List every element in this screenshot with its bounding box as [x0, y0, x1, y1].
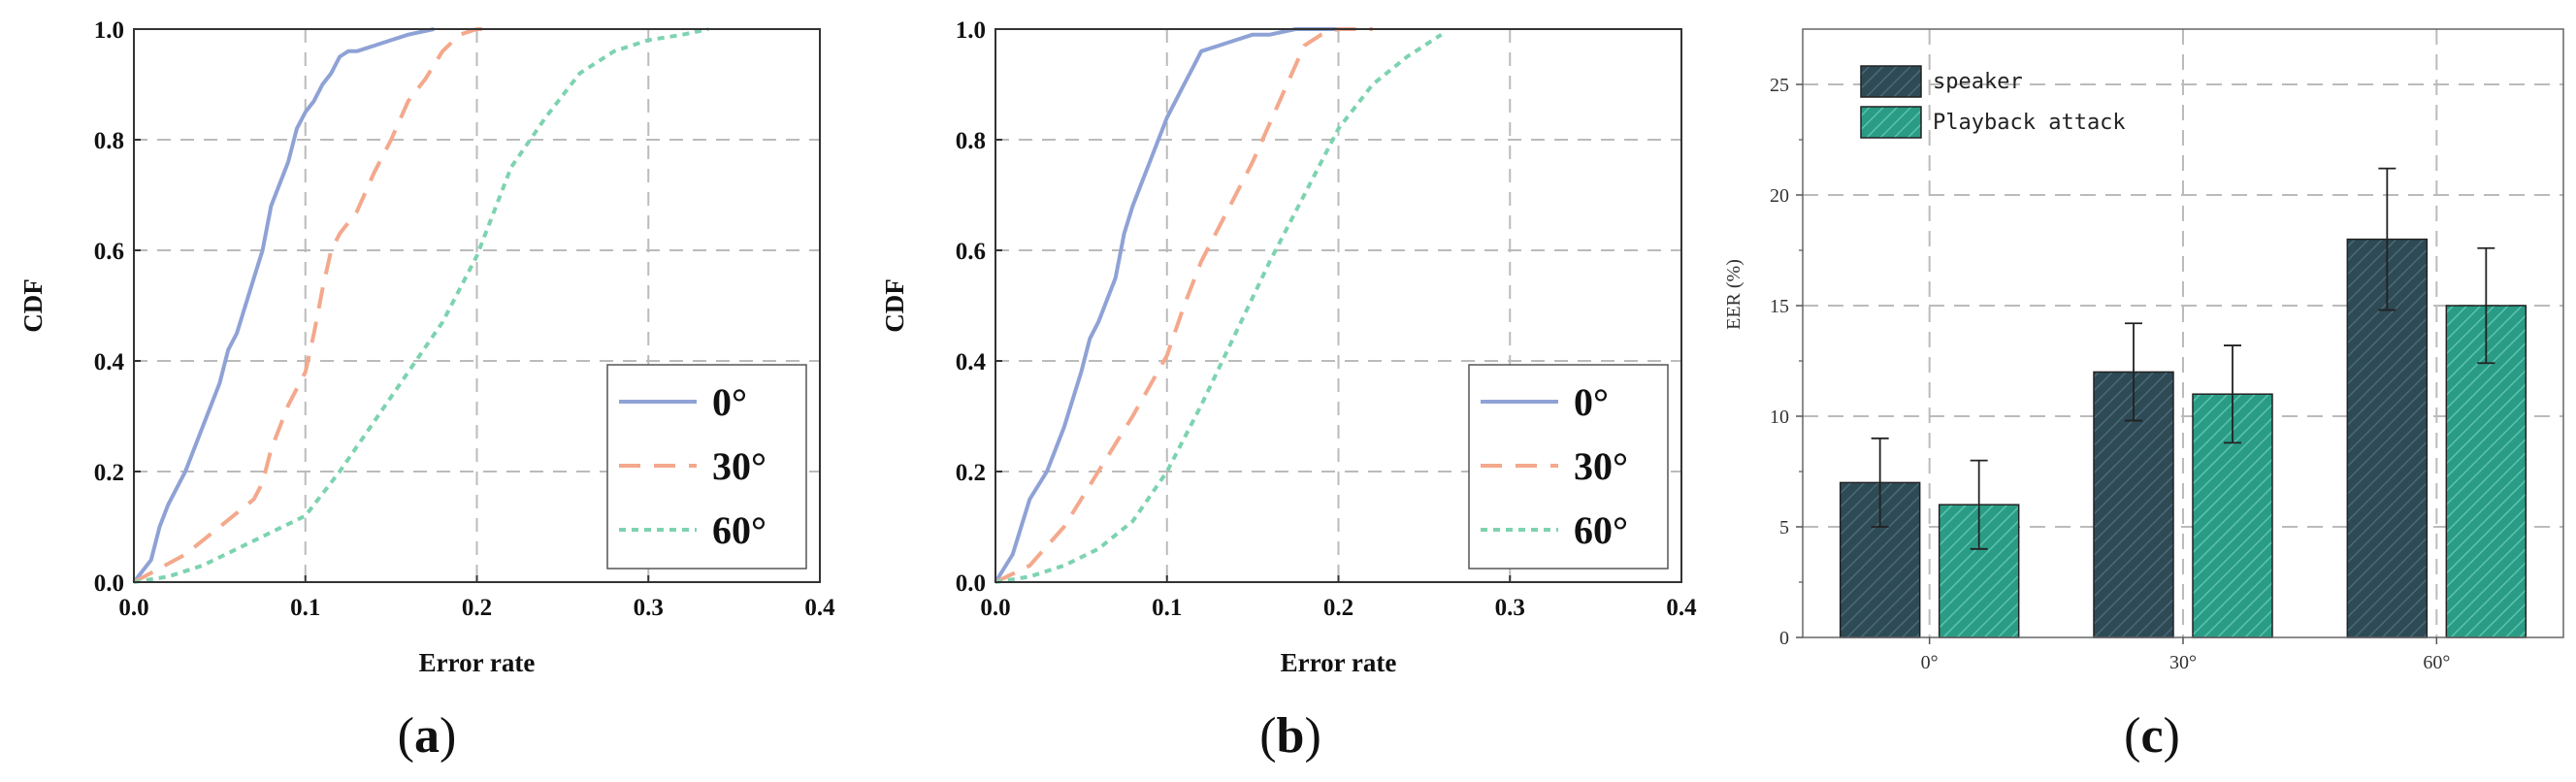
legend-label: 0° [712, 380, 747, 424]
legend-label: Playback attack [1933, 111, 2126, 135]
legend-label: 30° [1574, 444, 1628, 488]
y-axis-label: CDF [880, 278, 909, 333]
y-tick-label: 25 [1770, 75, 1789, 96]
panel-caption: (a) [398, 708, 457, 764]
y-tick-label: 0.0 [94, 570, 124, 597]
legend-label: speaker [1933, 70, 2023, 94]
x-tick-label: 0° [1921, 652, 1939, 673]
y-tick-label: 10 [1770, 407, 1789, 428]
x-tick-label: 0.3 [634, 595, 664, 621]
series-lines [132, 27, 709, 584]
x-tick-label: 0.4 [1666, 595, 1697, 621]
y-tick-label: 0.4 [956, 349, 987, 375]
axis-ticks: 0.0 0.1 0.2 0.3 0.4 0.0 0.2 0.4 0.6 0.8 1.0 [94, 17, 835, 621]
bar-chart-panel-c: 0 5 10 15 20 25 0° 30° 60° speaker Playback attac… [1723, 28, 2564, 764]
panel-caption-letter: c [2140, 708, 2163, 764]
y-tick-label: 1.0 [94, 17, 124, 44]
y-tick-label: 0.0 [956, 570, 986, 597]
series-line-0deg [994, 27, 1339, 584]
legend-label: 60° [1574, 508, 1628, 552]
y-tick-label: 15 [1770, 296, 1789, 317]
bars [1839, 167, 2527, 638]
series-lines [994, 27, 1443, 584]
legend-label: 30° [712, 444, 766, 488]
x-tick-label: 30° [2169, 652, 2197, 673]
legend: speaker Playback attack [1860, 65, 2126, 139]
y-tick-label: 0.6 [956, 239, 986, 265]
x-tick-label: 0.0 [980, 595, 1010, 621]
panel-caption-letter: b [1277, 708, 1305, 764]
y-tick-label: 0.8 [94, 128, 124, 154]
legend-box [606, 364, 807, 570]
series-line-0deg [132, 27, 435, 584]
legend: 0° 30° 60° [1468, 364, 1669, 570]
y-tick-label: 0.8 [956, 128, 986, 154]
legend-swatch [1860, 65, 1922, 98]
grid-lines [1803, 29, 2563, 637]
y-tick-label: 1.0 [956, 17, 986, 44]
panel-caption: (c) [2124, 708, 2180, 764]
legend-box [1468, 364, 1669, 570]
series-line-30deg [995, 27, 1373, 584]
panel-caption-letter: a [414, 708, 440, 764]
series-line-30deg [133, 27, 495, 584]
y-tick-label: 0.4 [94, 349, 125, 375]
x-tick-label: 0.0 [118, 595, 148, 621]
y-tick-label: 0.2 [956, 460, 986, 486]
cdf-chart-panel-b: 0.0 0.1 0.2 0.3 0.4 0.0 0.2 0.4 0.6 0.8 1.0 0° 30° 6… [880, 17, 1697, 764]
legend-swatch [1860, 106, 1922, 139]
y-axis-label: EER (%) [1723, 259, 1745, 330]
axis-ticks: 0 5 10 15 20 25 0° 30° 60° [1770, 75, 2450, 673]
axis-ticks: 0.0 0.1 0.2 0.3 0.4 0.0 0.2 0.4 0.6 0.8 1.0 [956, 17, 1697, 621]
x-tick-label: 0.1 [1152, 595, 1182, 621]
y-tick-label: 20 [1770, 185, 1789, 207]
legend: 0° 30° 60° [606, 364, 807, 570]
y-tick-label: 5 [1779, 517, 1789, 538]
y-axis-label: CDF [18, 278, 48, 333]
x-tick-label: 0.2 [462, 595, 492, 621]
y-tick-label: 0 [1779, 628, 1789, 649]
x-axis-label: Error rate [419, 648, 536, 677]
y-tick-label: 0.2 [94, 460, 124, 486]
legend-label: 0° [1574, 380, 1609, 424]
x-axis-label: Error rate [1281, 648, 1397, 677]
x-tick-label: 0.1 [290, 595, 320, 621]
cdf-chart-panel-a: 0.0 0.1 0.2 0.3 0.4 0.0 0.2 0.4 0.6 0.8 1.0 0° 30° 6… [18, 17, 835, 764]
x-tick-label: 0.2 [1323, 595, 1353, 621]
legend-label: 60° [712, 508, 766, 552]
y-tick-label: 0.6 [94, 239, 124, 265]
panel-caption: (b) [1259, 708, 1321, 764]
series-line-60deg [133, 27, 709, 584]
series-line-60deg [995, 33, 1443, 584]
x-tick-label: 0.3 [1495, 595, 1525, 621]
x-tick-label: 0.4 [804, 595, 835, 621]
x-tick-label: 60° [2423, 652, 2450, 673]
